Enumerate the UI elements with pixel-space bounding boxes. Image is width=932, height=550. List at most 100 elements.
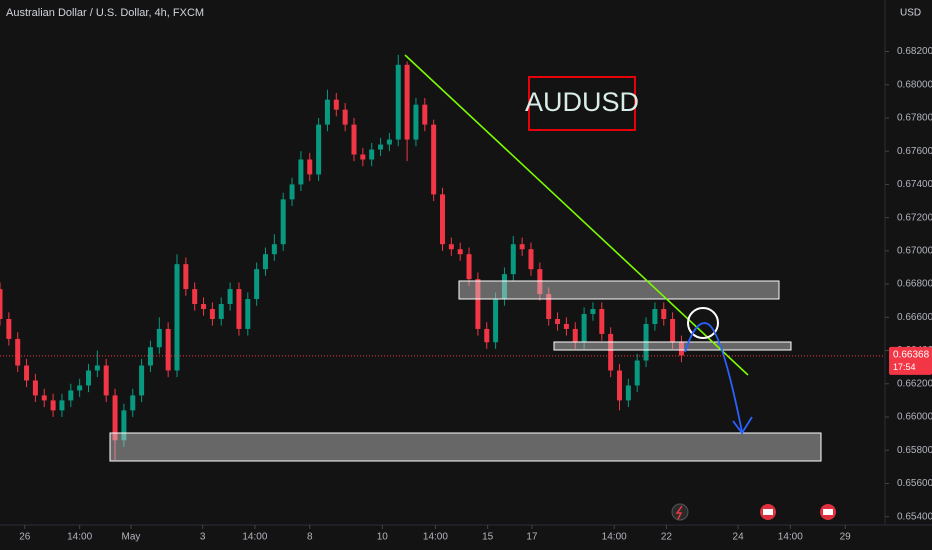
candle-body — [324, 99, 330, 125]
y-tick-label: 0.66000 — [897, 412, 932, 423]
candle-body — [227, 289, 233, 305]
candle-body — [413, 104, 419, 140]
candle-body — [608, 333, 614, 371]
y-tick-label: 0.65600 — [897, 478, 932, 489]
annotation-text: AUDUSD — [525, 87, 639, 117]
candle-body — [493, 299, 499, 343]
y-tick-label: 0.67400 — [897, 179, 932, 190]
candle-body — [555, 318, 561, 324]
candle-body — [183, 264, 189, 290]
candle-body — [280, 199, 286, 245]
candle-body — [422, 104, 428, 125]
y-tick-label: 0.67600 — [897, 146, 932, 157]
last-price-box — [889, 346, 932, 375]
candle-body — [218, 304, 224, 319]
target-zone — [109, 432, 822, 462]
candle-body — [103, 365, 109, 396]
candle-body — [192, 289, 198, 305]
candle-body — [209, 309, 215, 319]
candle-body — [519, 244, 525, 250]
candle-body — [86, 370, 91, 386]
candle-body — [661, 309, 667, 319]
event-icon[interactable] — [671, 503, 689, 521]
candle-body — [68, 390, 74, 401]
x-tick-label: 14:00 — [242, 532, 267, 543]
lightning-icon — [675, 505, 683, 520]
candle-body — [130, 395, 136, 411]
candle-body — [528, 249, 534, 270]
x-tick-label: 26 — [19, 532, 31, 543]
candle-body — [546, 294, 552, 319]
countdown-label: 17:54 — [893, 362, 916, 372]
arrow-head — [732, 416, 753, 435]
x-tick-label: 14:00 — [778, 532, 803, 543]
x-tick-label: 29 — [840, 532, 852, 543]
chart-title: Australian Dollar / U.S. Dollar, 4h, FXC… — [6, 7, 204, 19]
x-tick-label: 8 — [307, 532, 313, 543]
candle-body — [174, 264, 180, 371]
candle-body — [599, 309, 605, 334]
x-tick-label: 22 — [661, 532, 673, 543]
x-tick-label: 24 — [733, 532, 745, 543]
candle-body — [112, 395, 118, 441]
x-tick-label: 3 — [200, 532, 206, 543]
candle-body — [590, 309, 596, 315]
x-tick-label: 10 — [377, 532, 389, 543]
candle-body — [156, 328, 162, 348]
candle-body — [15, 338, 21, 366]
candle-body — [625, 385, 631, 401]
candle-body — [537, 269, 543, 295]
y-tick-label: 0.67200 — [897, 212, 932, 223]
candle-body — [32, 380, 38, 396]
x-tick-label: 17 — [526, 532, 538, 543]
candle-body — [6, 318, 12, 339]
candle-body — [50, 400, 56, 411]
candle-body — [395, 64, 401, 140]
candle-body — [333, 99, 339, 110]
candle-body — [378, 144, 384, 150]
candle-body — [41, 395, 47, 401]
candle-body — [236, 289, 242, 329]
candle-body — [254, 269, 260, 300]
candle-body — [440, 194, 445, 245]
candle-body — [484, 328, 490, 343]
y-tick-label: 0.65800 — [897, 445, 932, 456]
candle-body — [563, 323, 569, 329]
y-tick-label: 0.65400 — [897, 511, 932, 522]
support-zone — [553, 341, 792, 351]
candle-body — [510, 244, 516, 275]
projection-arrow — [684, 322, 743, 433]
candle-body — [404, 64, 410, 140]
y-tick-label: 0.67000 — [897, 246, 932, 257]
x-tick-label: 14:00 — [602, 532, 627, 543]
candle-body — [59, 400, 65, 411]
x-tick-label: 15 — [482, 532, 494, 543]
candle-body — [245, 299, 251, 329]
y-tick-label: 0.67800 — [897, 113, 932, 124]
drawings: AUDUSD — [109, 54, 836, 521]
flag-stripe — [763, 509, 773, 515]
candle-body — [634, 360, 640, 386]
candle-body — [431, 124, 437, 195]
trendline — [404, 54, 749, 376]
x-tick-label: 14:00 — [423, 532, 448, 543]
x-tick-label: May — [122, 532, 141, 543]
y-tick-label: 0.68200 — [897, 46, 932, 57]
candle-body — [670, 318, 676, 343]
x-tick-label: 14:00 — [67, 532, 92, 543]
currency-label: USD — [900, 8, 921, 19]
candle-body — [165, 328, 171, 371]
candle-body — [201, 304, 207, 310]
candle-body — [360, 154, 366, 160]
candle-body — [139, 365, 145, 396]
candle-body — [94, 365, 100, 371]
candle-body — [572, 328, 578, 343]
flag-stripe — [823, 509, 833, 515]
candle-body — [581, 314, 587, 343]
candle-body — [307, 159, 313, 175]
candle-body — [342, 109, 348, 125]
candle-body — [289, 184, 295, 200]
